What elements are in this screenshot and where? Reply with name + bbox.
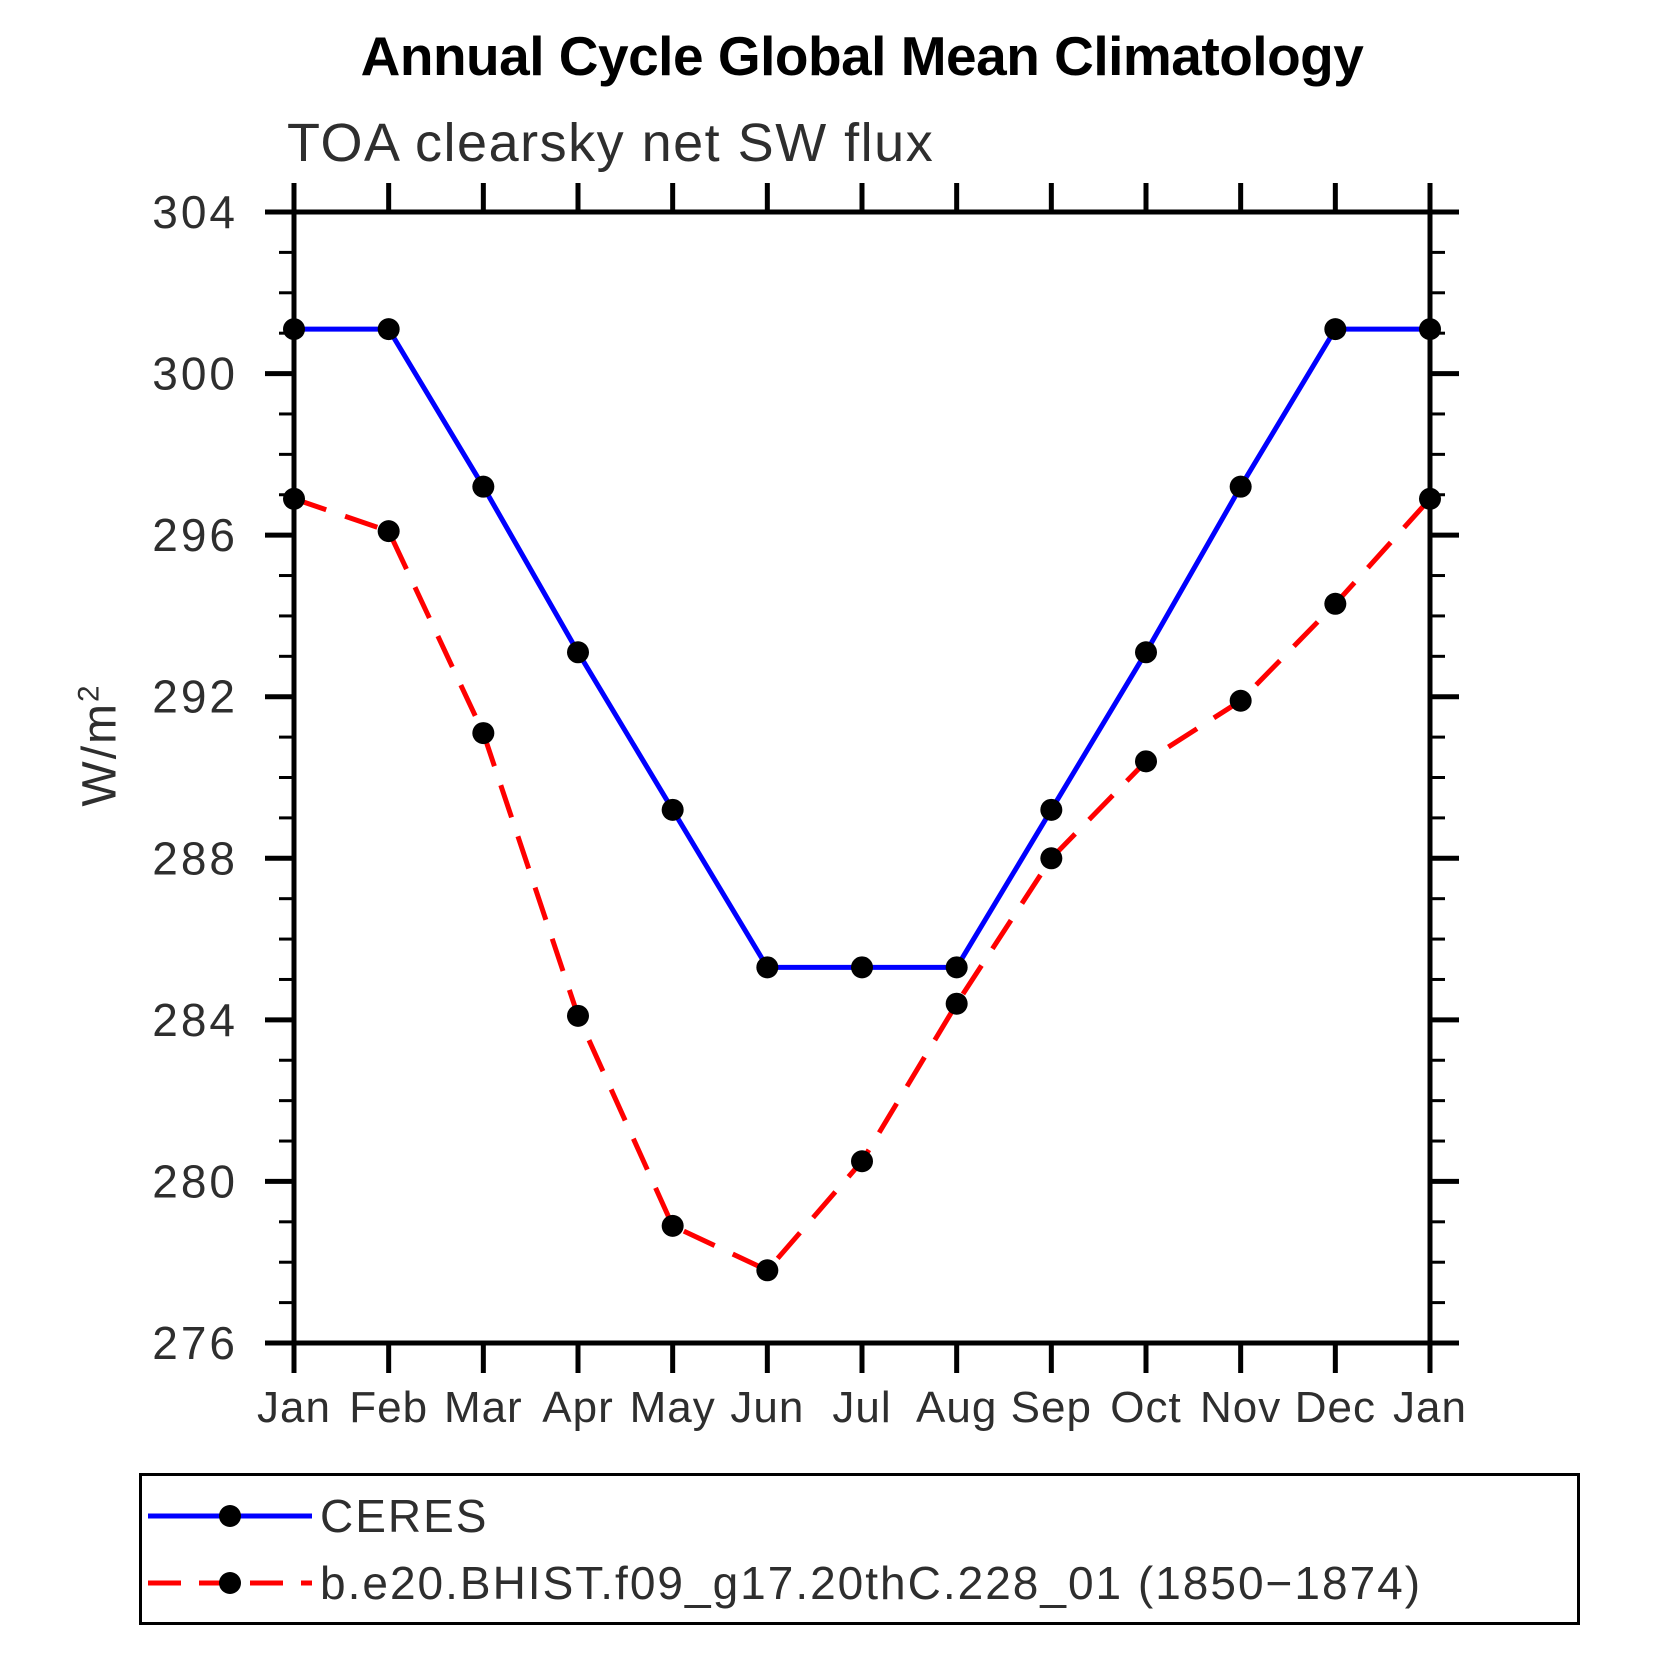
- data-point-s1-Nov: [1229, 689, 1252, 712]
- data-point-s1-Jul: [851, 1150, 873, 1173]
- y-tick-label: 300: [152, 348, 238, 400]
- legend-box: CERES b.e20.BHIST.f09_g17.20thC.228_01 (…: [139, 1473, 1580, 1625]
- series-line-0: [294, 326, 1430, 970]
- data-point-s0-Jul: [851, 956, 873, 979]
- data-point-s0-Oct: [1135, 641, 1157, 664]
- legend-item-model: b.e20.BHIST.f09_g17.20thC.228_01 (1850−1…: [146, 1549, 1577, 1616]
- data-point-s1-Feb: [377, 520, 400, 543]
- data-point-s0-Jan: [1419, 318, 1441, 341]
- x-tick-label: Dec: [1295, 1383, 1376, 1432]
- data-point-s0-Feb: [377, 318, 400, 341]
- chart-title: Annual Cycle Global Mean Climatology: [360, 25, 1364, 87]
- x-tick-label: Aug: [916, 1383, 997, 1432]
- x-tick-label: Jan: [257, 1383, 331, 1432]
- data-point-s1-Mar: [472, 722, 495, 745]
- data-point-s1-Sep: [1040, 847, 1063, 870]
- data-point-s1-Jan: [283, 487, 305, 510]
- legend-label-model: b.e20.BHIST.f09_g17.20thC.228_01 (1850−1…: [320, 1556, 1423, 1609]
- y-tick-label: 280: [152, 1155, 238, 1207]
- x-tick-label: Jul: [832, 1383, 891, 1432]
- x-tick-label: Jan: [1393, 1383, 1467, 1432]
- y-tick-label: 284: [152, 994, 238, 1046]
- y-tick-label: 288: [152, 832, 238, 884]
- data-point-s0-Nov: [1229, 475, 1252, 498]
- data-point-s0-Dec: [1324, 318, 1347, 341]
- x-tick-label: Apr: [542, 1383, 613, 1432]
- legend-marker-1: [219, 1571, 241, 1594]
- legend-label-ceres: CERES: [320, 1489, 489, 1542]
- data-point-s1-Aug: [945, 992, 968, 1015]
- data-point-s1-May: [661, 1214, 684, 1237]
- legend-line-sample-0: [148, 1504, 312, 1527]
- x-tick-label: Oct: [1110, 1383, 1181, 1432]
- plot-frame: [291, 209, 1433, 1346]
- data-point-s1-Dec: [1324, 592, 1347, 615]
- legend-line-sample-1: [148, 1571, 312, 1594]
- data-point-s1-Jan: [1419, 487, 1441, 510]
- legend-item-ceres: CERES: [146, 1482, 1577, 1549]
- x-tick-label: Mar: [444, 1383, 523, 1432]
- y-tick-label: 292: [152, 671, 238, 723]
- data-point-s1-Oct: [1135, 750, 1157, 773]
- x-tick-label: Sep: [1011, 1383, 1092, 1432]
- chart-subtitle: TOA clearsky net SW flux: [287, 113, 935, 173]
- x-tick-label: Feb: [349, 1383, 428, 1432]
- data-point-s1-Jun: [756, 1259, 779, 1282]
- x-tick-label: Nov: [1200, 1383, 1281, 1432]
- data-point-s0-Jun: [756, 956, 779, 979]
- data-point-s1-Apr: [567, 1004, 589, 1027]
- y-tick-label: 296: [152, 509, 238, 561]
- data-point-s0-May: [661, 798, 684, 821]
- x-tick-label: Jun: [730, 1383, 804, 1432]
- x-tick-label: May: [630, 1383, 716, 1432]
- y-tick-label: 304: [152, 186, 238, 238]
- data-point-s0-Mar: [472, 475, 495, 498]
- data-point-s0-Jan: [283, 318, 305, 341]
- data-point-s0-Apr: [567, 641, 589, 664]
- legend-marker-0: [219, 1504, 241, 1527]
- y-tick-label: 276: [152, 1317, 238, 1369]
- data-point-s0-Sep: [1040, 798, 1063, 821]
- data-point-s0-Aug: [945, 956, 968, 979]
